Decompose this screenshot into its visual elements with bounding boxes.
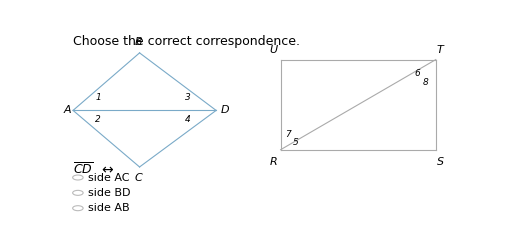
Text: 3: 3 <box>185 93 191 102</box>
Text: 1: 1 <box>95 93 101 102</box>
Text: side AC: side AC <box>88 173 130 183</box>
Text: S: S <box>437 157 444 167</box>
Text: Choose the correct correspondence.: Choose the correct correspondence. <box>73 35 300 48</box>
Text: C: C <box>135 174 142 184</box>
Text: side AB: side AB <box>88 203 130 213</box>
Text: D: D <box>221 105 230 115</box>
Text: 7: 7 <box>285 130 291 139</box>
Text: 6: 6 <box>415 68 421 77</box>
Text: side BD: side BD <box>88 188 131 198</box>
Text: 4: 4 <box>185 115 191 124</box>
Text: R: R <box>270 157 278 167</box>
Text: A: A <box>63 105 71 115</box>
Text: $\leftrightarrow$: $\leftrightarrow$ <box>99 163 115 177</box>
Text: 2: 2 <box>95 115 101 124</box>
Text: T: T <box>436 45 443 55</box>
Text: 8: 8 <box>423 78 428 87</box>
Text: $\overline{CD}$: $\overline{CD}$ <box>73 162 94 178</box>
Text: 5: 5 <box>293 137 298 147</box>
Text: U: U <box>270 45 278 55</box>
Text: B: B <box>135 37 142 47</box>
